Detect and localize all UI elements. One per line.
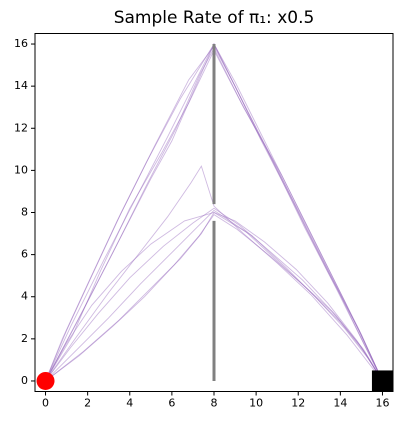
chart-title: Sample Rate of π₁: x0.5	[114, 8, 315, 28]
y-tick-label: 6	[21, 248, 28, 261]
plot-area	[36, 43, 393, 392]
trajectory	[45, 211, 383, 382]
x-tick-label: 10	[249, 397, 263, 410]
x-tick-label: 2	[84, 397, 91, 410]
x-tick-label: 4	[126, 397, 133, 410]
y-tick-label: 2	[21, 332, 28, 345]
x-tick-label: 12	[291, 397, 305, 410]
x-tick-label: 0	[42, 397, 49, 410]
y-tick-label: 10	[14, 163, 28, 176]
x-tick-label: 6	[168, 397, 175, 410]
y-tick-label: 0	[21, 374, 28, 387]
goal	[371, 370, 393, 392]
x-tick-label: 16	[375, 397, 389, 410]
trajectory	[45, 209, 383, 382]
y-tick-label: 14	[14, 79, 28, 92]
x-tick-label: 8	[211, 397, 218, 410]
y-tick-label: 12	[14, 121, 28, 134]
y-tick-label: 4	[21, 290, 28, 303]
y-tick-label: 8	[21, 206, 28, 219]
trajectory	[45, 212, 383, 382]
trajectory	[45, 207, 383, 382]
trajectory	[45, 213, 383, 382]
start	[36, 371, 55, 390]
trajectory	[45, 165, 383, 382]
x-tick-label: 14	[333, 397, 347, 410]
y-tick-label: 16	[14, 37, 28, 50]
